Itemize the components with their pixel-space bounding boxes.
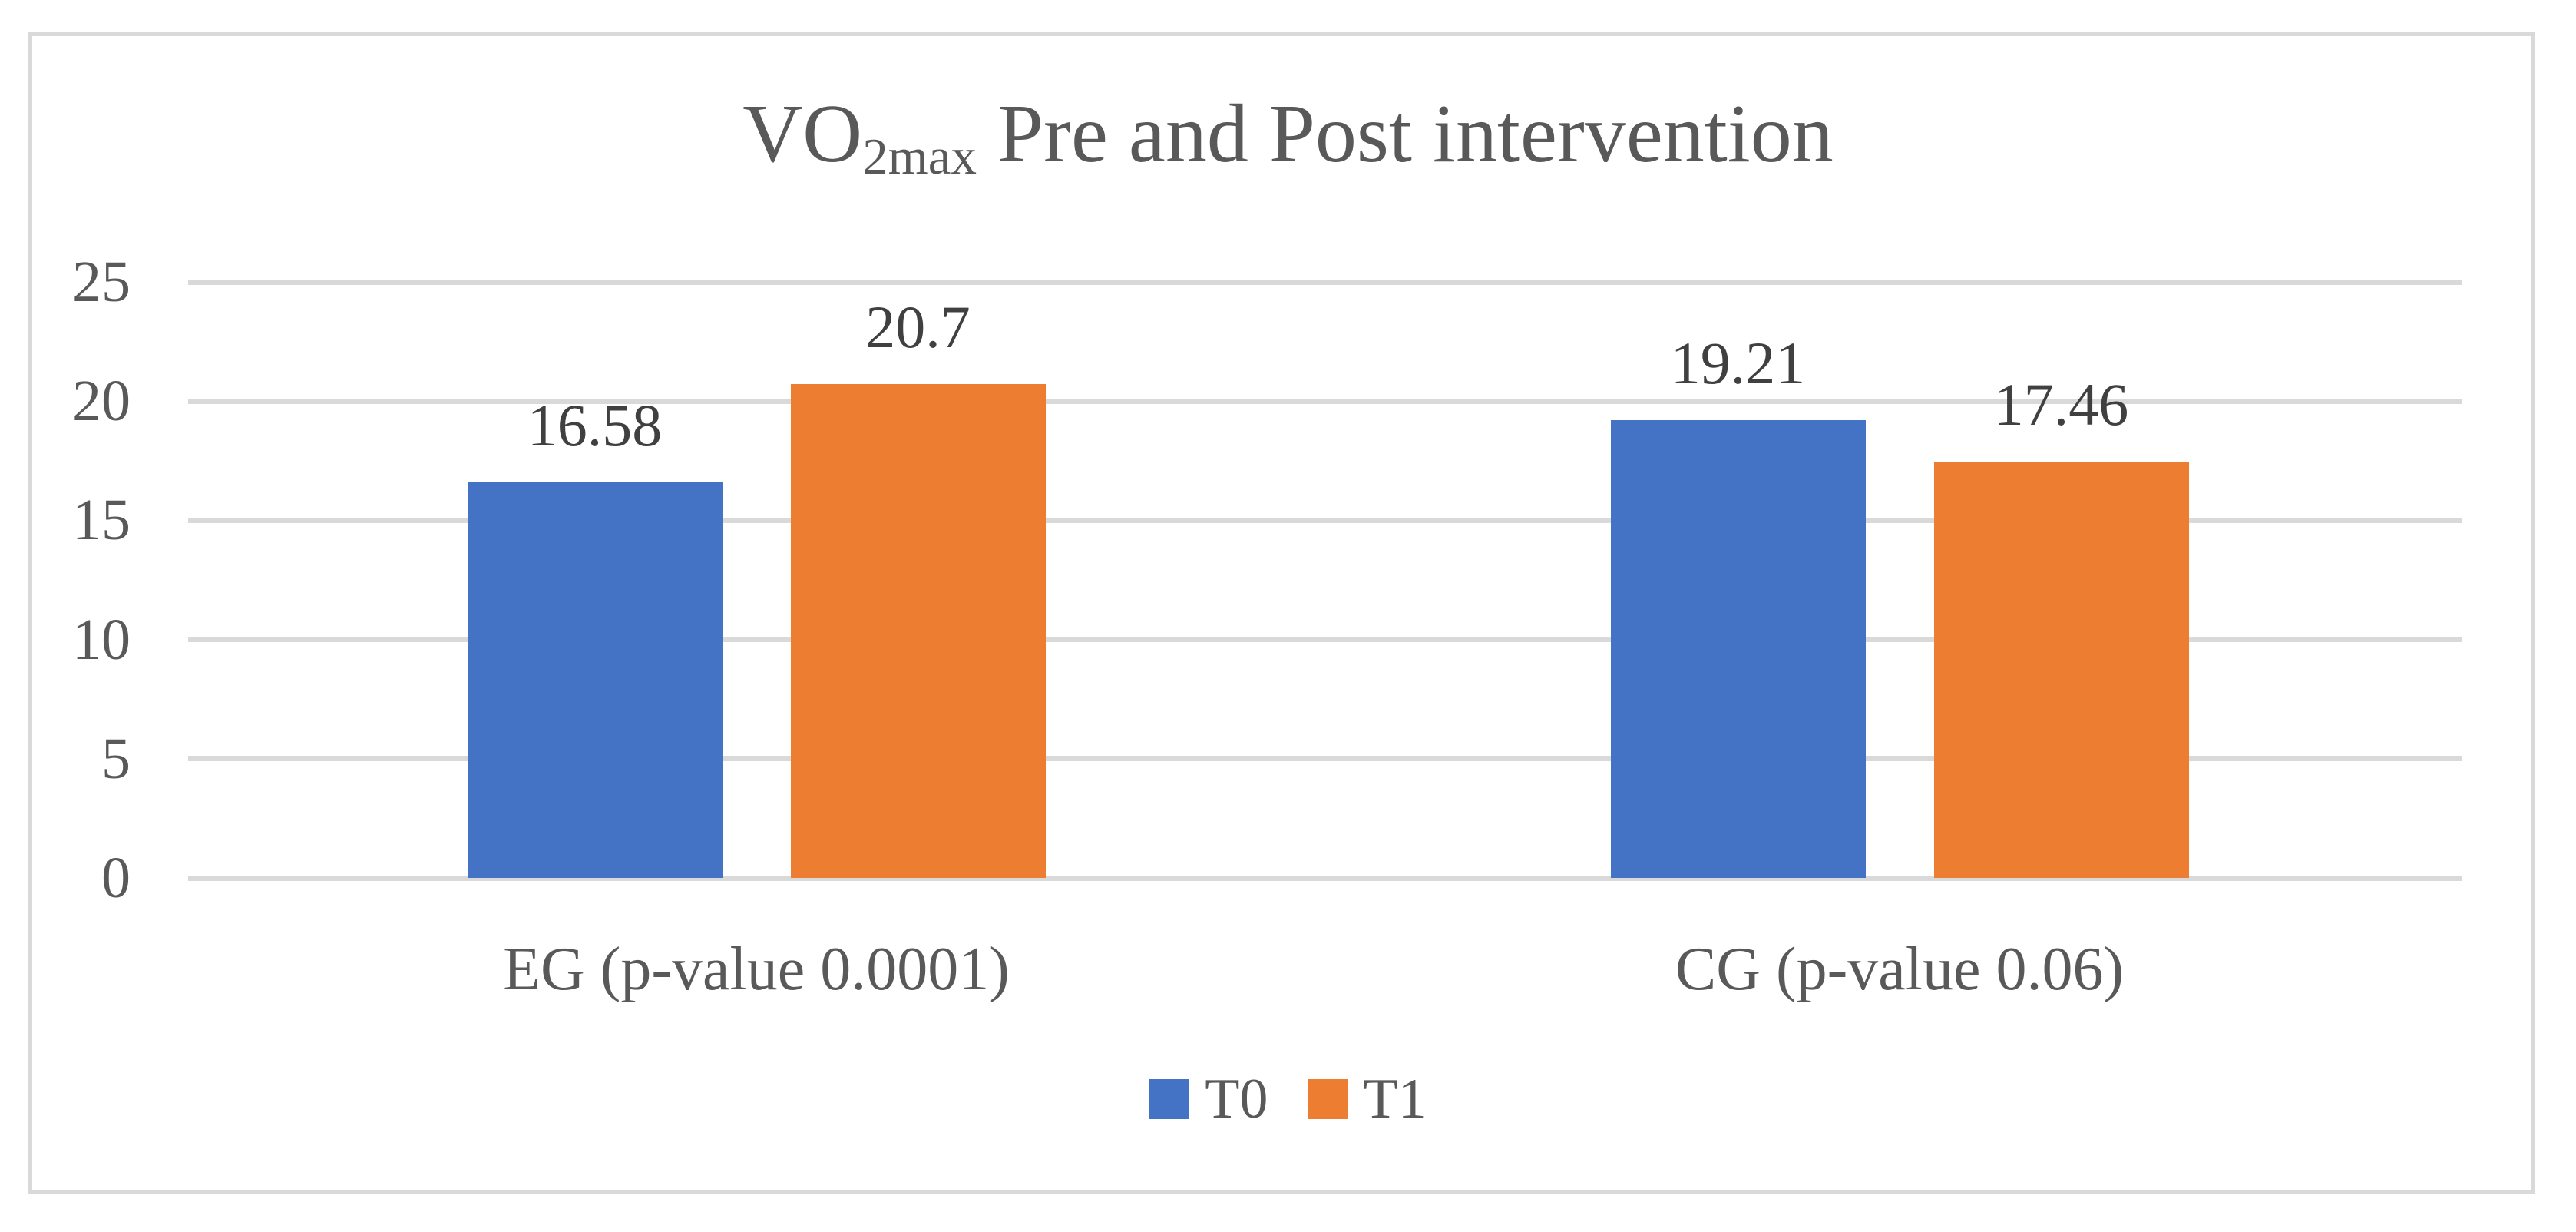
gridline-y-0 [188,875,2462,881]
chart-title-subscript: 2max [862,128,977,186]
y-axis-tick-label: 25 [72,250,131,314]
data-label-cg-t1: 17.46 [1993,371,2129,439]
y-axis-tick-label: 10 [72,607,131,672]
legend-label-t0: T0 [1205,1068,1268,1131]
chart-title-rest: Pre and Post intervention [976,88,1834,180]
bar-cg-t0 [1610,419,1866,878]
data-label-eg-t1: 20.7 [865,293,971,361]
legend-item-t0: T0 [1149,1071,1268,1128]
gridline-y-20 [188,398,2462,404]
y-axis-tick-label: 0 [101,846,131,910]
bar-eg-t0 [467,482,723,878]
gridline-y-15 [188,517,2462,523]
gridline-y-10 [188,637,2462,643]
data-label-cg-t0: 19.21 [1670,329,1806,396]
legend-item-t1: T1 [1308,1071,1427,1128]
category-label-eg: EG (p-value 0.0001) [503,936,1010,1003]
chart-title-prefix: VO [742,88,863,180]
gridline-y-25 [188,279,2462,285]
category-label-cg: CG (p-value 0.06) [1675,936,2125,1003]
legend-swatch-t0 [1149,1079,1190,1119]
legend-label-t1: T1 [1363,1068,1427,1131]
bar-cg-t1 [1933,462,2189,878]
y-axis-tick-label: 20 [72,369,131,434]
legend: T0 T1 [0,1071,2576,1128]
data-label-eg-t0: 16.58 [527,392,663,459]
chart-title: VO2max Pre and Post intervention [0,77,2576,192]
gridline-y-5 [188,756,2462,762]
y-axis-tick-label: 5 [101,726,131,791]
bar-eg-t1 [790,384,1046,878]
y-axis-tick-label: 15 [72,488,131,553]
legend-swatch-t1 [1308,1079,1348,1119]
